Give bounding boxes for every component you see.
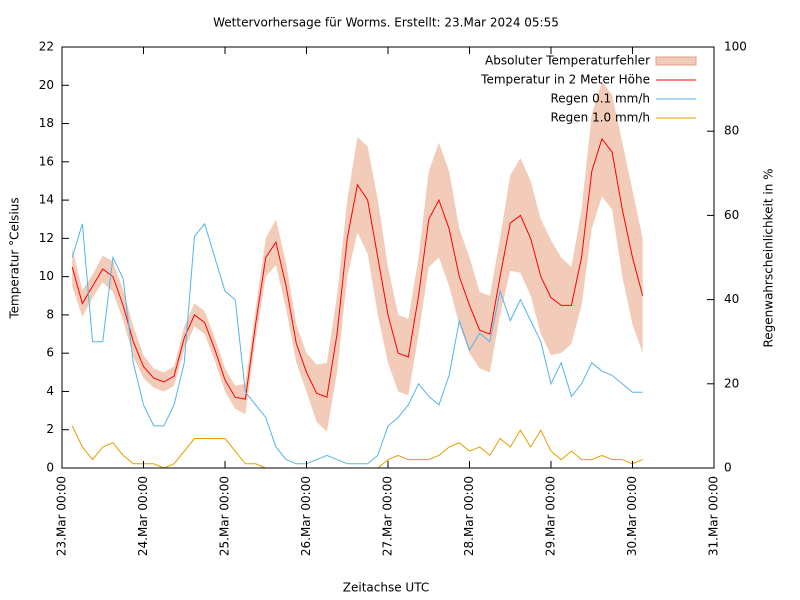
y-tick-label: 8 (46, 307, 54, 321)
y2-tick-label: 40 (724, 292, 739, 306)
y2-tick-label: 0 (724, 461, 732, 475)
chart-title: Wettervorhersage für Worms. Erstellt: 23… (213, 16, 559, 30)
series-line (71, 222, 643, 465)
series-line (71, 425, 643, 469)
x-axis-label: Zeitachse UTC (343, 581, 429, 595)
x-tick-label: 27.Mar 00:00 (381, 476, 395, 556)
y-axis-label: Temperatur °Celsius (8, 197, 22, 319)
y-tick-label: 2 (46, 422, 54, 436)
x-tick-label: 24.Mar 00:00 (136, 476, 150, 556)
y-tick-label: 18 (39, 116, 54, 130)
legend-label: Absoluter Temperaturfehler (485, 54, 650, 68)
x-tick-label: 28.Mar 00:00 (462, 476, 476, 556)
y-tick-label: 6 (46, 346, 54, 360)
y2-tick-label: 20 (724, 376, 739, 390)
x-tick-label: 26.Mar 00:00 (299, 476, 313, 556)
y-tick-label: 10 (39, 269, 54, 283)
legend-label: Regen 1.0 mm/h (550, 111, 650, 125)
plot-area (71, 81, 644, 469)
legend-label: Temperatur in 2 Meter Höhe (480, 73, 650, 87)
y-tick-label: 16 (39, 154, 54, 168)
x-tick-label: 31.Mar 00:00 (707, 476, 721, 556)
legend-label: Regen 0.1 mm/h (550, 92, 650, 106)
x-tick-label: 25.Mar 00:00 (218, 476, 232, 556)
y-tick-label: 14 (39, 193, 54, 207)
x-tick-label: 29.Mar 00:00 (544, 476, 558, 556)
y-tick-label: 4 (46, 384, 54, 398)
y2-tick-label: 60 (724, 208, 739, 222)
y-tick-label: 12 (39, 231, 54, 245)
x-tick-label: 23.Mar 00:00 (55, 476, 69, 556)
y-tick-label: 22 (39, 40, 54, 54)
y2-tick-label: 80 (724, 124, 739, 138)
legend-swatch (655, 56, 697, 66)
error-band (72, 81, 643, 432)
x-tick-label: 30.Mar 00:00 (625, 476, 639, 556)
y-tick-label: 0 (46, 461, 54, 475)
y-tick-label: 20 (39, 78, 54, 92)
y2-axis-label: Regenwahrscheinlichkeit in % (762, 168, 776, 347)
y2-tick-label: 100 (724, 40, 747, 54)
series-line (71, 137, 644, 400)
